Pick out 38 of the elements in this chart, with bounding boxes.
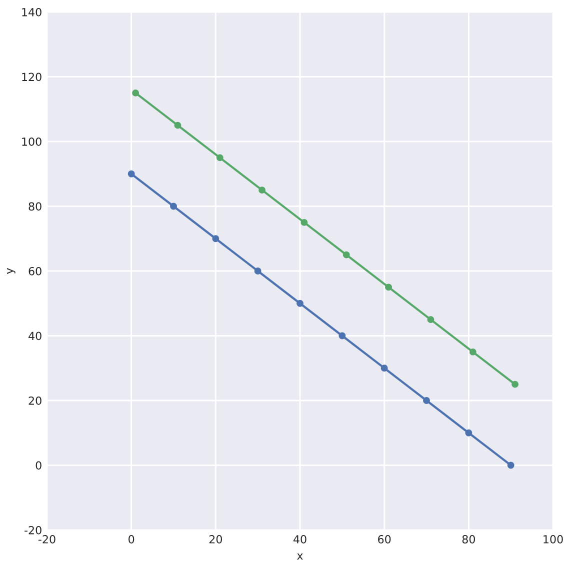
y-tick-label: 40	[28, 332, 42, 340]
point	[338, 332, 346, 340]
point	[128, 170, 135, 178]
point	[174, 122, 182, 129]
y-tick-label: 60	[28, 266, 42, 276]
y-tick-label: 100	[22, 137, 42, 146]
point	[385, 284, 392, 291]
y-axis-title: y	[6, 268, 16, 274]
point	[469, 348, 476, 356]
x-tick-label: 0	[128, 535, 134, 544]
x-tick-label: 20	[209, 535, 222, 544]
y-tick-label: 80	[28, 202, 42, 211]
point	[216, 154, 224, 162]
x-tick-label: 60	[378, 535, 391, 544]
point	[423, 397, 430, 404]
point	[300, 218, 308, 226]
x-axis-title: x	[297, 554, 303, 560]
point	[132, 89, 140, 96]
y-tick-label: -20	[24, 526, 42, 534]
point	[427, 316, 434, 324]
x-tick-label: 100	[544, 535, 563, 544]
point	[507, 462, 514, 469]
y-tick-label: 120	[22, 72, 42, 82]
y-tick-label: 20	[28, 396, 42, 405]
point	[296, 300, 304, 307]
y-tick-label: 0	[36, 461, 42, 470]
point	[258, 186, 266, 194]
point	[212, 235, 220, 242]
point	[342, 251, 350, 258]
x-tick-label: -20	[38, 535, 56, 544]
point	[512, 380, 519, 388]
x-tick-label: 80	[462, 535, 475, 544]
y-tick-label: 140	[22, 8, 42, 16]
point	[170, 202, 177, 210]
point	[254, 268, 262, 274]
point	[465, 429, 472, 436]
x-tick-label: 40	[293, 535, 306, 544]
point	[380, 364, 388, 372]
